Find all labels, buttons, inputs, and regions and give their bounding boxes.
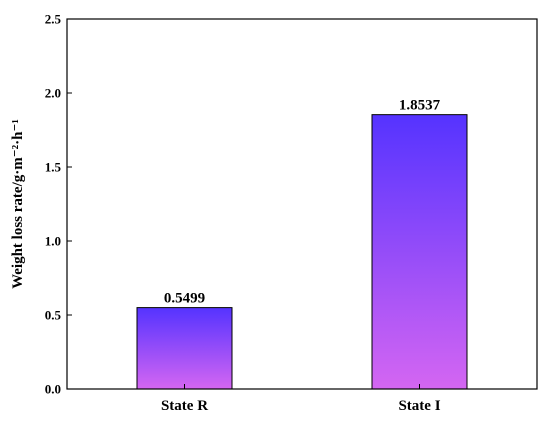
y-axis-title-group: Weight loss rate/g·m⁻²·h⁻¹ [10,119,26,289]
plot-frame [66,18,538,390]
y-ticks-group: 0.0 0.5 1.0 1.5 2.0 2.5 [45,12,72,397]
y-tick-label: 1.0 [45,234,61,249]
data-label: 1.8537 [399,98,441,114]
bar [136,307,233,390]
y-tick-label: 2.0 [45,86,61,101]
bars-group [136,114,468,390]
y-tick-label: 0.0 [45,382,61,397]
y-tick-label: 0.5 [45,308,62,323]
bar [371,114,468,390]
x-category-label: State I [398,398,440,414]
y-axis-title: Weight loss rate/g·m⁻²·h⁻¹ [10,119,26,289]
data-labels-group: 0.5499 1.8537 [164,98,441,307]
data-label: 0.5499 [164,291,205,307]
y-tick-label: 1.5 [45,160,62,175]
x-category-label: State R [161,398,208,414]
x-categories-group: State R State I [161,384,441,414]
y-tick-label: 2.5 [45,12,62,27]
